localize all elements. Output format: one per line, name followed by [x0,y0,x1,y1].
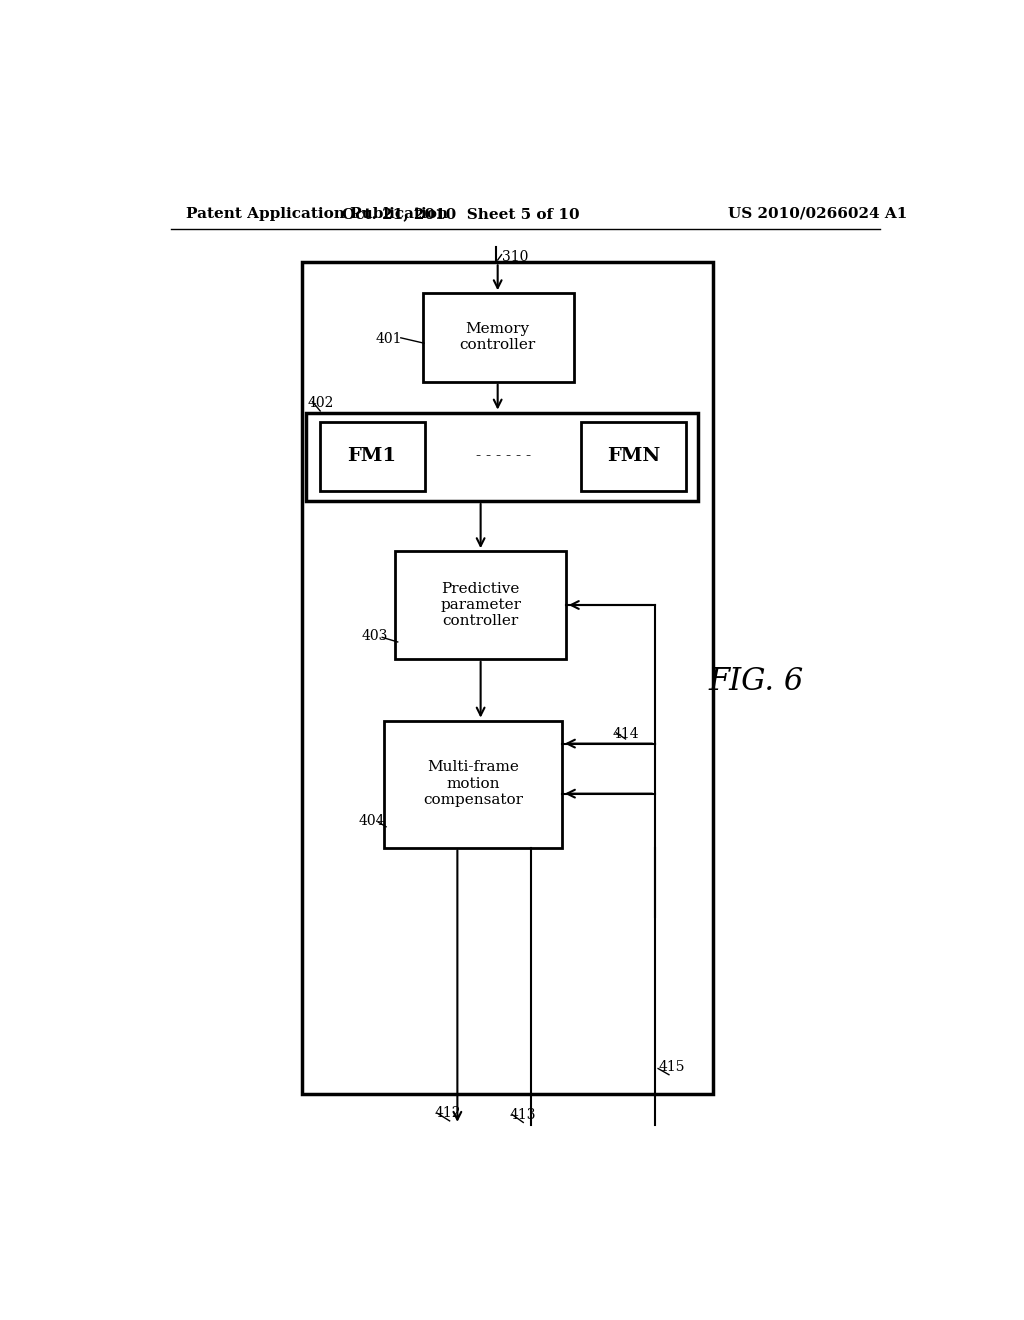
Text: US 2010/0266024 A1: US 2010/0266024 A1 [728,207,907,220]
Text: FIG. 6: FIG. 6 [709,667,804,697]
Bar [321,422,425,491]
Text: 401: 401 [376,333,402,346]
Text: Predictive
parameter
controller: Predictive parameter controller [440,582,521,628]
Text: 310: 310 [503,249,528,264]
Text: 412: 412 [434,1106,461,1121]
Bar [395,552,566,659]
Bar [423,293,573,381]
Text: - - - - - -: - - - - - - [475,449,530,463]
Bar [306,413,697,502]
Bar [582,422,686,491]
Text: 413: 413 [509,1107,536,1122]
Bar [302,263,713,1094]
Text: 403: 403 [362,628,388,643]
Text: 415: 415 [658,1060,685,1074]
Text: Multi-frame
motion
compensator: Multi-frame motion compensator [423,760,523,807]
Text: FM1: FM1 [347,447,396,466]
Text: Oct. 21, 2010  Sheet 5 of 10: Oct. 21, 2010 Sheet 5 of 10 [342,207,580,220]
Text: 404: 404 [358,813,385,828]
Text: 414: 414 [612,727,639,742]
Text: FMN: FMN [606,447,659,466]
Bar [384,721,562,847]
Text: 402: 402 [308,396,334,411]
Text: Memory
controller: Memory controller [460,322,536,352]
Text: Patent Application Publication: Patent Application Publication [186,207,449,220]
